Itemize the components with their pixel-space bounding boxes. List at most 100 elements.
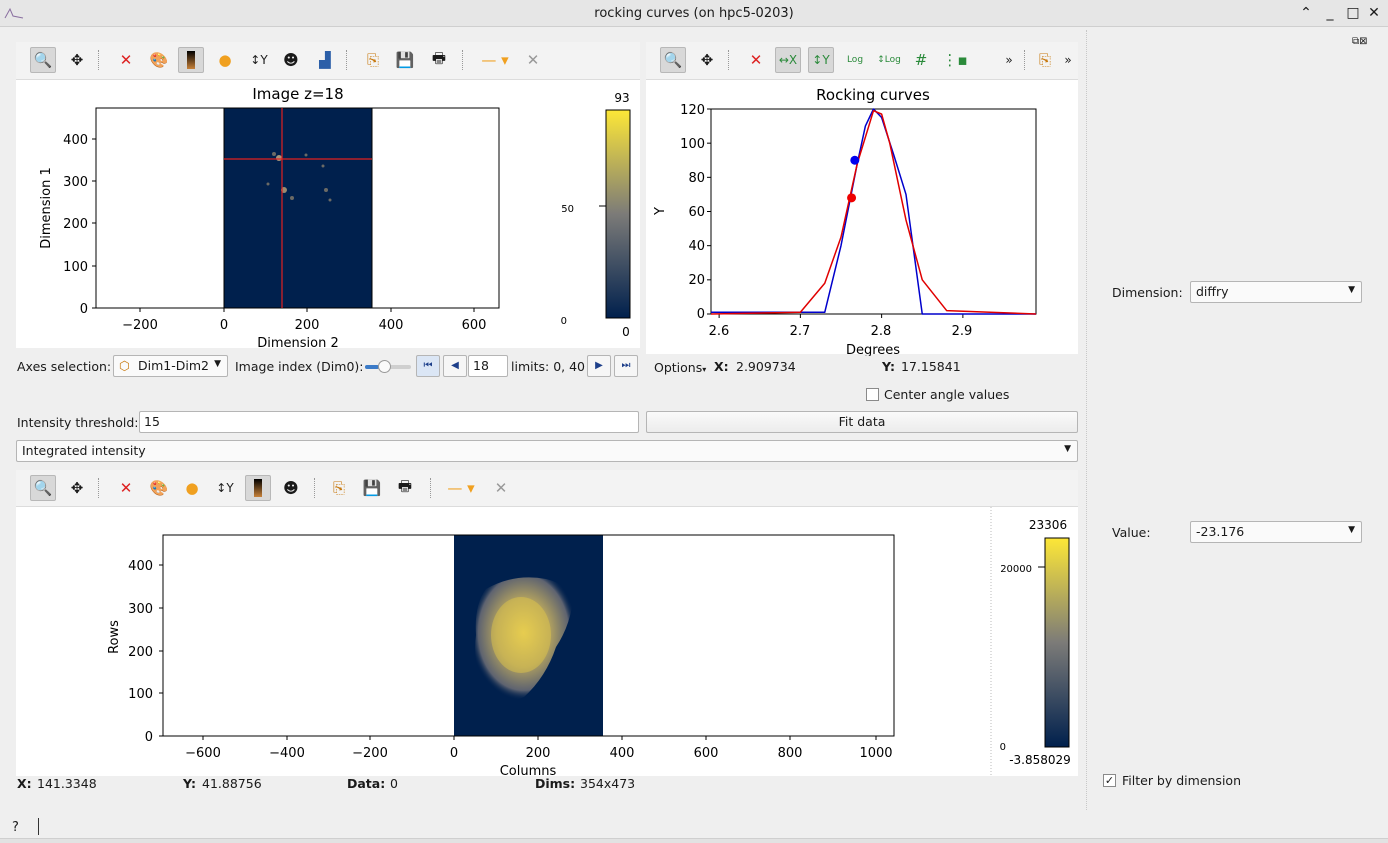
status-data-label: Data:	[347, 776, 386, 791]
options-menu[interactable]: Options▾	[654, 360, 707, 375]
separator	[98, 50, 99, 70]
line-style-icon[interactable]: — ▾	[447, 479, 475, 497]
status-y-value: 41.88756	[202, 776, 262, 791]
collapse-icon[interactable]: ⌃	[1300, 5, 1312, 21]
pan-icon[interactable]: ✥	[700, 51, 714, 69]
zoom-icon[interactable]: 🔍	[660, 47, 686, 73]
crosshair-icon[interactable]: ✕	[526, 51, 540, 69]
x-log-icon[interactable]: Log	[846, 55, 864, 65]
svg-text:−400: −400	[269, 746, 305, 761]
svg-text:200: 200	[526, 746, 551, 761]
colormap-icon[interactable]: 🎨	[149, 479, 169, 497]
colorbar-min-tick: 0	[561, 316, 567, 327]
y-log-icon[interactable]: ↕Log	[877, 55, 901, 65]
copy-icon[interactable]: ⎘	[1038, 51, 1051, 69]
minimize-icon[interactable]: _	[1326, 5, 1334, 21]
crosshair-icon[interactable]: ✕	[494, 479, 508, 497]
value-combo[interactable]: -23.176 ▼	[1190, 521, 1362, 543]
slider-handle[interactable]	[378, 360, 391, 373]
mode-combo[interactable]: Integrated intensity ▼	[16, 440, 1078, 462]
zoom-icon[interactable]: 🔍	[30, 47, 56, 73]
cursor-x-value: 2.909734	[736, 359, 796, 374]
y-autoscale-icon[interactable]: ↕Y	[808, 47, 834, 73]
mask-icon[interactable]: ☻	[283, 479, 299, 497]
histogram-icon[interactable]: ▟	[319, 51, 331, 69]
y-axis-label: Y	[653, 207, 668, 216]
last-frame-button[interactable]: ⏭	[614, 355, 638, 377]
dock-float-icon[interactable]: ⧉⊠	[1352, 36, 1368, 47]
maximize-icon[interactable]: □	[1346, 5, 1360, 21]
print-icon[interactable]: 🖶	[431, 48, 447, 67]
svg-text:300: 300	[128, 602, 153, 617]
first-frame-button[interactable]: ⏮	[416, 355, 440, 377]
svg-text:20: 20	[688, 273, 705, 288]
pan-icon[interactable]: ✥	[70, 51, 84, 69]
filter-by-dimension-checkbox[interactable]: ✓	[1103, 774, 1116, 787]
colorbar-icon[interactable]	[245, 475, 271, 501]
image-plot-canvas[interactable]: Image z=18 −200 0 200 400 600 0 100 200 …	[16, 80, 640, 348]
status-dims-value: 354x473	[580, 776, 636, 791]
zoom-icon[interactable]: 🔍	[30, 475, 56, 501]
mask-icon[interactable]: ☻	[283, 51, 299, 69]
svg-text:100: 100	[680, 137, 705, 152]
blob-core	[491, 597, 551, 673]
reset-zoom-icon[interactable]: ✕	[119, 479, 133, 497]
more-icon[interactable]: »	[1005, 53, 1013, 67]
reset-zoom-icon[interactable]: ✕	[749, 51, 763, 69]
x-autoscale-icon[interactable]: ↔X	[775, 47, 801, 73]
colorbar-min-tick: 0	[1000, 742, 1006, 753]
rocking-plot-canvas[interactable]: Rocking curves 2.6 2.7 2.8 2.9 0 20 40 6…	[646, 80, 1078, 356]
svg-text:200: 200	[295, 318, 320, 333]
cube-icon: ⬡	[119, 358, 130, 373]
colormap-icon[interactable]: 🎨	[149, 51, 169, 69]
grid-icon[interactable]: #	[914, 51, 928, 69]
fit-data-button[interactable]: Fit data	[646, 411, 1078, 433]
center-angle-checkbox[interactable]	[866, 388, 879, 401]
separator	[728, 50, 729, 70]
integrated-intensity-blob	[475, 577, 572, 701]
axes-selection-combo[interactable]: ⬡ Dim1-Dim2 ▼	[113, 355, 228, 377]
pan-icon[interactable]: ✥	[70, 479, 84, 497]
separator	[98, 478, 99, 498]
y-axis-icon[interactable]: ↕Y	[216, 481, 234, 495]
integrated-plot-canvas[interactable]: −600 −400 −200 0 200 400 600 800 1000 0 …	[16, 507, 1078, 776]
aspect-ratio-icon[interactable]: ●	[218, 51, 232, 69]
aspect-ratio-icon[interactable]: ●	[185, 479, 199, 497]
colorbar-icon[interactable]	[178, 47, 204, 73]
dimension-combo[interactable]: diffry ▼	[1190, 281, 1362, 303]
value-label: Value:	[1112, 525, 1151, 540]
window-title: rocking curves (on hpc5-0203)	[594, 6, 794, 21]
threshold-input[interactable]: 15	[139, 411, 639, 433]
image-index-slider[interactable]	[365, 360, 411, 373]
save-icon[interactable]: 💾	[395, 51, 415, 69]
rocking-curve-series-1	[710, 109, 1037, 315]
curve-style-icon[interactable]: ⋮▪	[942, 51, 968, 69]
filter-by-dimension-label: Filter by dimension	[1122, 773, 1241, 788]
svg-text:100: 100	[63, 260, 88, 275]
more-icon[interactable]: »	[1064, 53, 1072, 67]
print-icon[interactable]: 🖶	[397, 476, 413, 495]
close-icon[interactable]: ✕	[1368, 5, 1380, 21]
image-index-input[interactable]: 18	[468, 355, 508, 377]
copy-icon[interactable]: ⎘	[366, 51, 379, 69]
y-axis-label: Dimension 1	[39, 167, 54, 249]
copy-icon[interactable]: ⎘	[332, 479, 345, 497]
svg-text:100: 100	[128, 687, 153, 702]
next-frame-button[interactable]: ▶	[587, 355, 611, 377]
separator	[314, 478, 315, 498]
svg-text:400: 400	[379, 318, 404, 333]
plot-area	[710, 108, 1037, 315]
svg-text:0: 0	[697, 307, 705, 322]
help-icon[interactable]: ?	[12, 820, 19, 835]
reset-zoom-icon[interactable]: ✕	[119, 51, 133, 69]
x-tick-labels: −200 0 200 400 600	[122, 318, 486, 333]
y-axis-icon[interactable]: ↕Y	[250, 53, 268, 67]
line-style-icon[interactable]: — ▾	[481, 51, 509, 69]
colorbar-min: -3.858029	[1009, 753, 1071, 767]
previous-frame-button[interactable]: ◀	[443, 355, 467, 377]
y-axis-label: Rows	[107, 620, 122, 654]
chevron-down-icon: ▼	[1348, 525, 1355, 535]
side-panel-splitter[interactable]	[1086, 30, 1087, 810]
svg-text:0: 0	[450, 746, 458, 761]
save-icon[interactable]: 💾	[362, 479, 382, 497]
